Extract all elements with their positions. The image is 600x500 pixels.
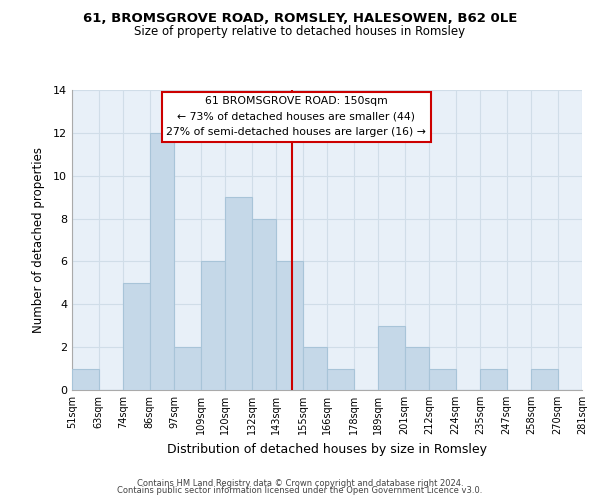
Bar: [276, 262, 302, 390]
Bar: [327, 368, 353, 390]
Text: Contains HM Land Registry data © Crown copyright and database right 2024.: Contains HM Land Registry data © Crown c…: [137, 478, 463, 488]
Text: 61 BROMSGROVE ROAD: 150sqm
← 73% of detached houses are smaller (44)
27% of semi: 61 BROMSGROVE ROAD: 150sqm ← 73% of deta…: [166, 96, 427, 137]
Bar: [149, 133, 174, 390]
Text: Contains public sector information licensed under the Open Government Licence v3: Contains public sector information licen…: [118, 486, 482, 495]
Bar: [429, 368, 455, 390]
Bar: [72, 368, 98, 390]
Bar: [174, 347, 200, 390]
Bar: [480, 368, 506, 390]
Bar: [302, 347, 327, 390]
X-axis label: Distribution of detached houses by size in Romsley: Distribution of detached houses by size …: [167, 442, 487, 456]
Text: Size of property relative to detached houses in Romsley: Size of property relative to detached ho…: [134, 25, 466, 38]
Bar: [123, 283, 149, 390]
Bar: [200, 262, 225, 390]
Bar: [404, 347, 429, 390]
Bar: [225, 197, 251, 390]
Y-axis label: Number of detached properties: Number of detached properties: [32, 147, 44, 333]
Text: 61, BROMSGROVE ROAD, ROMSLEY, HALESOWEN, B62 0LE: 61, BROMSGROVE ROAD, ROMSLEY, HALESOWEN,…: [83, 12, 517, 26]
Bar: [582, 368, 600, 390]
Bar: [251, 218, 276, 390]
Bar: [378, 326, 404, 390]
Bar: [531, 368, 557, 390]
